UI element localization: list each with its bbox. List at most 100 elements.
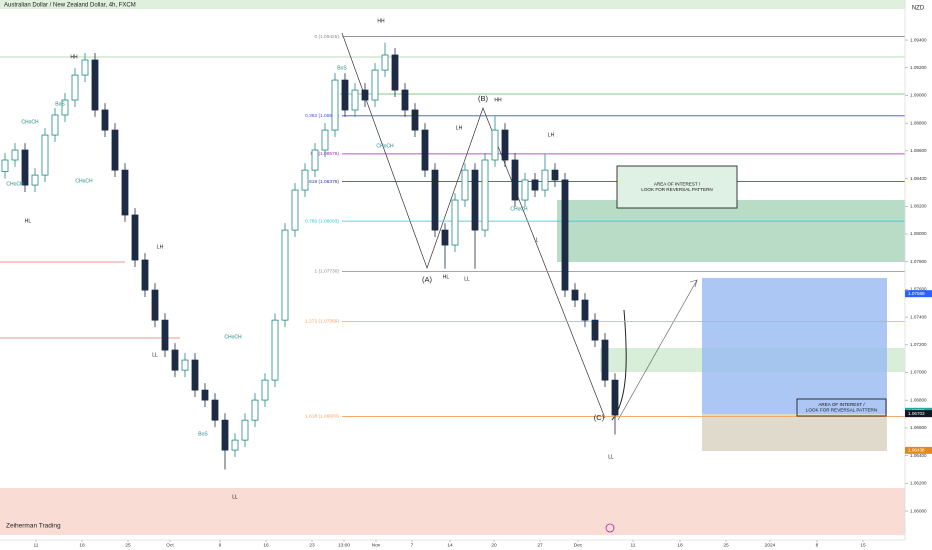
candle-body <box>561 179 569 291</box>
annotation: HH <box>70 54 78 60</box>
candle-body <box>211 399 219 421</box>
y-tick-label: 1.08200 <box>910 203 927 208</box>
candle-body <box>51 114 59 136</box>
candle-body <box>331 79 339 131</box>
candle-body <box>41 134 49 176</box>
annotation: LL <box>232 494 238 500</box>
annotation: HH <box>494 97 502 103</box>
candle-body <box>261 379 269 401</box>
y-tick-label: 1.09400 <box>910 37 927 42</box>
candle-body <box>511 159 519 201</box>
candle-body <box>591 319 599 341</box>
x-tick-label: 16 <box>263 542 269 548</box>
candle-body <box>1 159 9 173</box>
candle-body <box>391 54 399 91</box>
projection-arrow <box>617 279 698 421</box>
price-marker <box>905 446 932 454</box>
candle-body <box>61 99 69 116</box>
annotation: CHoCH <box>224 334 242 340</box>
candle-body <box>301 169 309 191</box>
y-tick-label: 1.07400 <box>910 314 927 319</box>
candle-body <box>191 359 199 391</box>
candle-body <box>351 89 359 111</box>
x-tick-label: 20 <box>491 542 497 548</box>
x-tick-label: 9 <box>219 542 222 548</box>
annotation: BoS <box>198 431 208 437</box>
candle-body <box>581 299 589 321</box>
annotation: CHoCH <box>75 178 93 184</box>
annotation: LL <box>464 276 470 282</box>
y-tick-label: 1.07800 <box>910 259 927 264</box>
x-tick-label: Nov <box>372 542 381 548</box>
x-tick-label: 15 <box>860 542 866 548</box>
wave-line <box>341 32 606 419</box>
candle-body <box>201 389 209 401</box>
candle-body <box>471 169 479 231</box>
candle-body <box>521 179 529 201</box>
candle-body <box>151 289 159 321</box>
candle-body <box>341 79 349 111</box>
candle-body <box>181 359 189 371</box>
x-tick-label: 8 <box>816 542 819 548</box>
y-tick-label: 1.08000 <box>910 231 927 236</box>
candle-body <box>251 399 259 421</box>
y-tick-label: 1.08800 <box>910 120 927 125</box>
annotation: CHoCH <box>21 119 39 125</box>
candle-body <box>491 129 499 161</box>
fib-label: 0.618 (1.08378) <box>305 179 339 185</box>
annotation: CHoCH <box>6 181 24 187</box>
candle-body <box>121 169 129 216</box>
event-icon <box>605 523 615 533</box>
stop-box <box>702 414 887 451</box>
fib-label: 1.618 (1.06683) <box>305 414 339 420</box>
area-of-interest-box <box>796 398 887 417</box>
candle-body <box>31 174 39 186</box>
fib-label: 1 (1.07730) <box>314 269 339 275</box>
candle-body <box>131 214 139 261</box>
candle-body <box>161 319 169 351</box>
target-box <box>702 278 887 414</box>
annotation: L <box>536 237 539 243</box>
x-tick-label: 11 <box>34 542 39 548</box>
candle-body <box>551 169 559 181</box>
fib-label: 1.272 (1.07369) <box>305 319 339 325</box>
candle-body <box>21 149 29 186</box>
candle-body <box>11 149 19 161</box>
candle-body <box>411 109 419 131</box>
annotation: LH <box>548 132 555 138</box>
candle-body <box>541 169 549 191</box>
candle-body <box>291 189 299 231</box>
area-of-interest-text: LOOK FOR REVERSAL PATTERN <box>806 407 877 412</box>
annotation: CHoCH <box>376 143 394 149</box>
x-tick-label: 18 <box>677 542 683 548</box>
annotation: (A) <box>422 275 433 284</box>
annotation: (B) <box>478 94 489 103</box>
watermark: Zeiherman Trading <box>6 523 61 530</box>
candle-body <box>451 199 459 246</box>
candle-body <box>171 349 179 371</box>
candle-body <box>281 229 289 321</box>
annotation: LL <box>152 352 158 358</box>
candle-body <box>441 229 449 246</box>
annotation: LH <box>157 244 164 250</box>
candle-body <box>421 129 429 171</box>
x-tick-label: 14 <box>447 542 453 548</box>
candle-body <box>611 379 619 416</box>
price-marker-label: 1.07569 <box>908 291 925 296</box>
y-tick-label: 1.09000 <box>910 93 927 98</box>
y-tick-label: 1.06600 <box>910 425 927 430</box>
candle-body <box>101 109 109 131</box>
price-marker <box>905 410 932 418</box>
candle-body <box>241 419 249 441</box>
annotation: BoS <box>55 101 65 107</box>
y-tick-label: 1.07200 <box>910 342 927 347</box>
candle-body <box>91 59 99 111</box>
area-of-interest-text: AREA OF INTEREST / <box>654 181 701 186</box>
area-of-interest-text: AREA OF INTEREST / <box>818 402 865 407</box>
y-tick-label: 1.06200 <box>910 481 927 486</box>
fib-label: 0 (1.09425) <box>314 34 339 40</box>
candle-body <box>501 129 509 161</box>
candle-body <box>601 339 609 381</box>
x-tick-label: Dec <box>574 542 583 548</box>
